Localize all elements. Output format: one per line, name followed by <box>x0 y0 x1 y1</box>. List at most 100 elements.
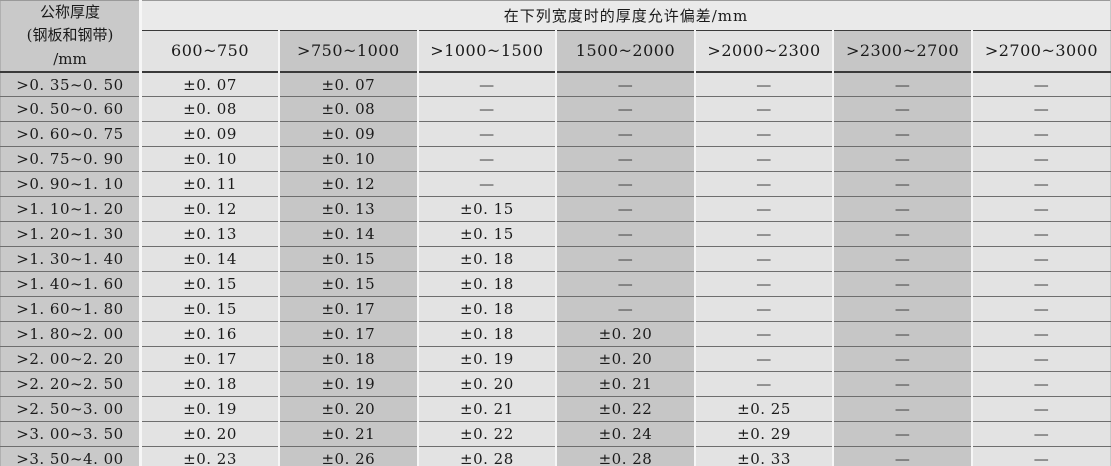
width-header-cell: >2700~3000 <box>970 30 1111 72</box>
corner-header-line1: 公称厚度 <box>39 3 100 21</box>
tolerance-value-cell: ±0. 33 <box>693 446 834 466</box>
thickness-range-cell: >1. 30~1. 40 <box>0 246 142 272</box>
tolerance-value-cell: ±0. 18 <box>416 246 557 272</box>
no-value-cell: — <box>970 71 1111 97</box>
thickness-range-cell: >2. 50~3. 00 <box>0 396 142 422</box>
no-value-cell: — <box>832 271 972 297</box>
tolerance-value-cell: ±0. 10 <box>278 146 418 172</box>
thickness-range-cell: >2. 20~2. 50 <box>0 371 142 397</box>
thickness-range-cell: >1. 20~1. 30 <box>0 221 142 247</box>
tolerance-value-cell: ±0. 18 <box>416 321 557 347</box>
table-header: 公称厚度 (钢板和钢带) /mm 在下列宽度时的厚度允许偏差/mm 600~75… <box>0 0 1111 72</box>
thickness-range-cell: >3. 50~4. 00 <box>0 446 142 466</box>
table-row: >1. 30~1. 40 ±0. 14 ±0. 15 ±0. 18— — — — <box>0 246 1111 272</box>
no-value-cell: — <box>693 321 834 347</box>
table-row: >1. 10~1. 20 ±0. 12 ±0. 13 ±0. 15— — — — <box>0 196 1111 222</box>
no-value-cell: — <box>555 171 695 197</box>
no-value-cell: — <box>832 221 972 247</box>
tolerance-value-cell: ±0. 23 <box>139 446 280 466</box>
no-value-cell: — <box>832 146 972 172</box>
tolerance-value-cell: ±0. 21 <box>416 396 557 422</box>
no-value-cell: — <box>693 296 834 322</box>
width-header-row: 600~750 >750~1000 >1000~1500 1500~2000 >2000… <box>1 30 1111 72</box>
no-value-cell: — <box>970 196 1111 222</box>
no-value-cell: — <box>970 321 1111 347</box>
no-value-cell: — <box>970 221 1111 247</box>
thickness-range-cell: >0. 75~0. 90 <box>0 146 142 172</box>
no-value-cell: — <box>832 171 972 197</box>
no-value-cell: — <box>970 371 1111 397</box>
thickness-range-cell: >1. 10~1. 20 <box>0 196 142 222</box>
no-value-cell: — <box>693 146 834 172</box>
table-row: >2. 20~2. 50 ±0. 18 ±0. 19 ±0. 20 ±0. 21— — — <box>0 371 1111 397</box>
tolerance-value-cell: ±0. 22 <box>416 421 557 447</box>
no-value-cell: — <box>970 346 1111 372</box>
tolerance-value-cell: ±0. 20 <box>555 321 695 347</box>
table-row: >3. 50~4. 00 ±0. 23 ±0. 26 ±0. 28 ±0. 28 ±0. … <box>0 446 1111 466</box>
tolerance-value-cell: ±0. 20 <box>139 421 280 447</box>
table-row: >1. 20~1. 30 ±0. 13 ±0. 14 ±0. 15— — — — <box>0 221 1111 247</box>
tolerance-value-cell: ±0. 15 <box>416 221 557 247</box>
tolerance-value-cell: ±0. 19 <box>416 346 557 372</box>
thickness-range-cell: >0. 60~0. 75 <box>0 121 142 147</box>
span-header: 在下列宽度时的厚度允许偏差/mm <box>140 0 1111 31</box>
no-value-cell: — <box>832 246 972 272</box>
tolerance-value-cell: ±0. 12 <box>139 196 280 222</box>
tolerance-value-cell: ±0. 28 <box>555 446 695 466</box>
corner-header-line2: (钢板和钢带) <box>26 26 114 45</box>
table-row: >1. 80~2. 00 ±0. 16 ±0. 17 ±0. 18 ±0. 20— — — <box>0 321 1111 347</box>
tolerance-value-cell: ±0. 26 <box>278 446 418 466</box>
tolerance-value-cell: ±0. 20 <box>278 396 418 422</box>
no-value-cell: — <box>693 121 834 147</box>
no-value-cell: — <box>693 221 834 247</box>
no-value-cell: — <box>832 296 972 322</box>
table-row: >0. 60~0. 75 ±0. 09 ±0. 09— — — — — <box>0 121 1111 147</box>
table-row: >2. 50~3. 00 ±0. 19 ±0. 20 ±0. 21 ±0. 22 ±0. … <box>0 396 1111 422</box>
no-value-cell: — <box>970 121 1111 147</box>
no-value-cell: — <box>555 146 695 172</box>
tolerance-value-cell: ±0. 17 <box>278 296 418 322</box>
tolerance-value-cell: ±0. 20 <box>416 371 557 397</box>
tolerance-value-cell: ±0. 12 <box>278 171 418 197</box>
tolerance-value-cell: ±0. 14 <box>139 246 280 272</box>
no-value-cell: — <box>832 346 972 372</box>
tolerance-value-cell: ±0. 10 <box>139 146 280 172</box>
no-value-cell: — <box>555 121 695 147</box>
no-value-cell: — <box>832 396 972 422</box>
tolerance-value-cell: ±0. 09 <box>139 121 280 147</box>
tolerance-value-cell: ±0. 15 <box>278 246 418 272</box>
no-value-cell: — <box>970 246 1111 272</box>
thickness-range-cell: >1. 80~2. 00 <box>0 321 142 347</box>
tolerance-value-cell: ±0. 17 <box>139 346 280 372</box>
no-value-cell: — <box>693 246 834 272</box>
tolerance-value-cell: ±0. 15 <box>278 271 418 297</box>
table-row: >0. 75~0. 90 ±0. 10 ±0. 10— — — — — <box>0 146 1111 172</box>
no-value-cell: — <box>693 171 834 197</box>
tolerance-value-cell: ±0. 08 <box>278 96 418 122</box>
width-header-cell: >2000~2300 <box>693 30 834 72</box>
tolerance-value-cell: ±0. 18 <box>278 346 418 372</box>
thickness-range-cell: >2. 00~2. 20 <box>0 346 142 372</box>
tolerance-value-cell: ±0. 08 <box>139 96 280 122</box>
tolerance-value-cell: ±0. 18 <box>416 296 557 322</box>
no-value-cell: — <box>555 196 695 222</box>
no-value-cell: — <box>970 296 1111 322</box>
no-value-cell: — <box>693 196 834 222</box>
table-row: >1. 40~1. 60 ±0. 15 ±0. 15 ±0. 18— — — — <box>0 271 1111 297</box>
no-value-cell: — <box>416 96 557 122</box>
width-header-cell: 1500~2000 <box>555 30 695 72</box>
no-value-cell: — <box>970 171 1111 197</box>
no-value-cell: — <box>555 71 695 97</box>
tolerance-value-cell: ±0. 07 <box>139 71 280 97</box>
tolerance-value-cell: ±0. 14 <box>278 221 418 247</box>
tolerance-value-cell: ±0. 17 <box>278 321 418 347</box>
no-value-cell: — <box>693 71 834 97</box>
table-row: >2. 00~2. 20 ±0. 17 ±0. 18 ±0. 19 ±0. 20— — — <box>0 346 1111 372</box>
no-value-cell: — <box>416 71 557 97</box>
no-value-cell: — <box>970 271 1111 297</box>
thickness-range-cell: >0. 90~1. 10 <box>0 171 142 197</box>
width-header-cell: 600~750 <box>139 30 280 72</box>
table-body: >0. 35~0. 50 ±0. 07 ±0. 07— — — — — >0. 50~0. 6… <box>0 71 1111 466</box>
no-value-cell: — <box>832 371 972 397</box>
